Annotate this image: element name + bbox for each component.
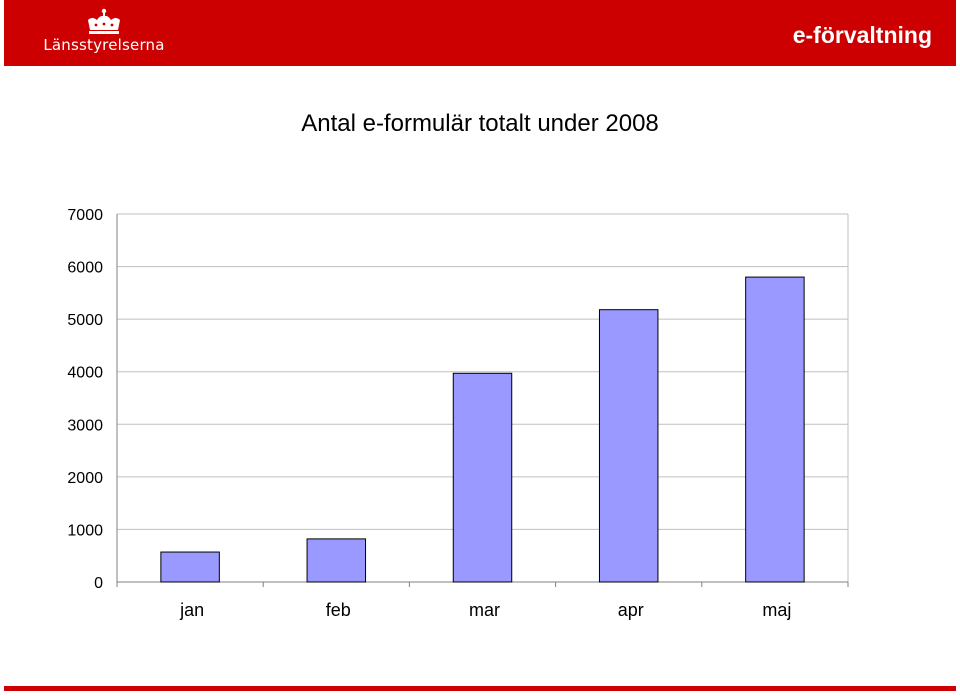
y-tick-label: 0 — [94, 575, 103, 592]
x-tick-label: jan — [179, 600, 204, 620]
footer-line — [4, 686, 956, 691]
x-tick-label: maj — [762, 600, 791, 620]
lansstyrelserna-logo[interactable]: Länsstyrelserna — [40, 8, 168, 62]
bar-jan — [160, 551, 220, 583]
y-tick-label: 7000 — [67, 207, 103, 224]
y-tick-label: 2000 — [67, 470, 103, 487]
x-tick-label: mar — [469, 600, 500, 620]
x-tick-label: feb — [326, 600, 351, 620]
y-tick-label: 4000 — [67, 365, 103, 382]
chart-title: Antal e-formulär totalt under 2008 — [301, 110, 659, 137]
header-title: e-förvaltning — [792, 22, 932, 48]
y-tick-label: 1000 — [67, 522, 103, 539]
bar-apr — [598, 309, 659, 583]
logo-text: Länsstyrelserna — [43, 36, 165, 54]
header-bar: Länsstyrelserna e-förvaltning — [4, 0, 956, 66]
crown-icon — [88, 8, 120, 34]
bar-feb — [306, 538, 367, 583]
y-tick-label: 5000 — [67, 312, 103, 329]
x-tick-label: apr — [618, 600, 644, 620]
y-tick-label: 3000 — [67, 417, 103, 434]
bar-mar — [452, 372, 513, 583]
bar-maj — [745, 276, 805, 583]
y-tick-label: 6000 — [67, 260, 103, 277]
